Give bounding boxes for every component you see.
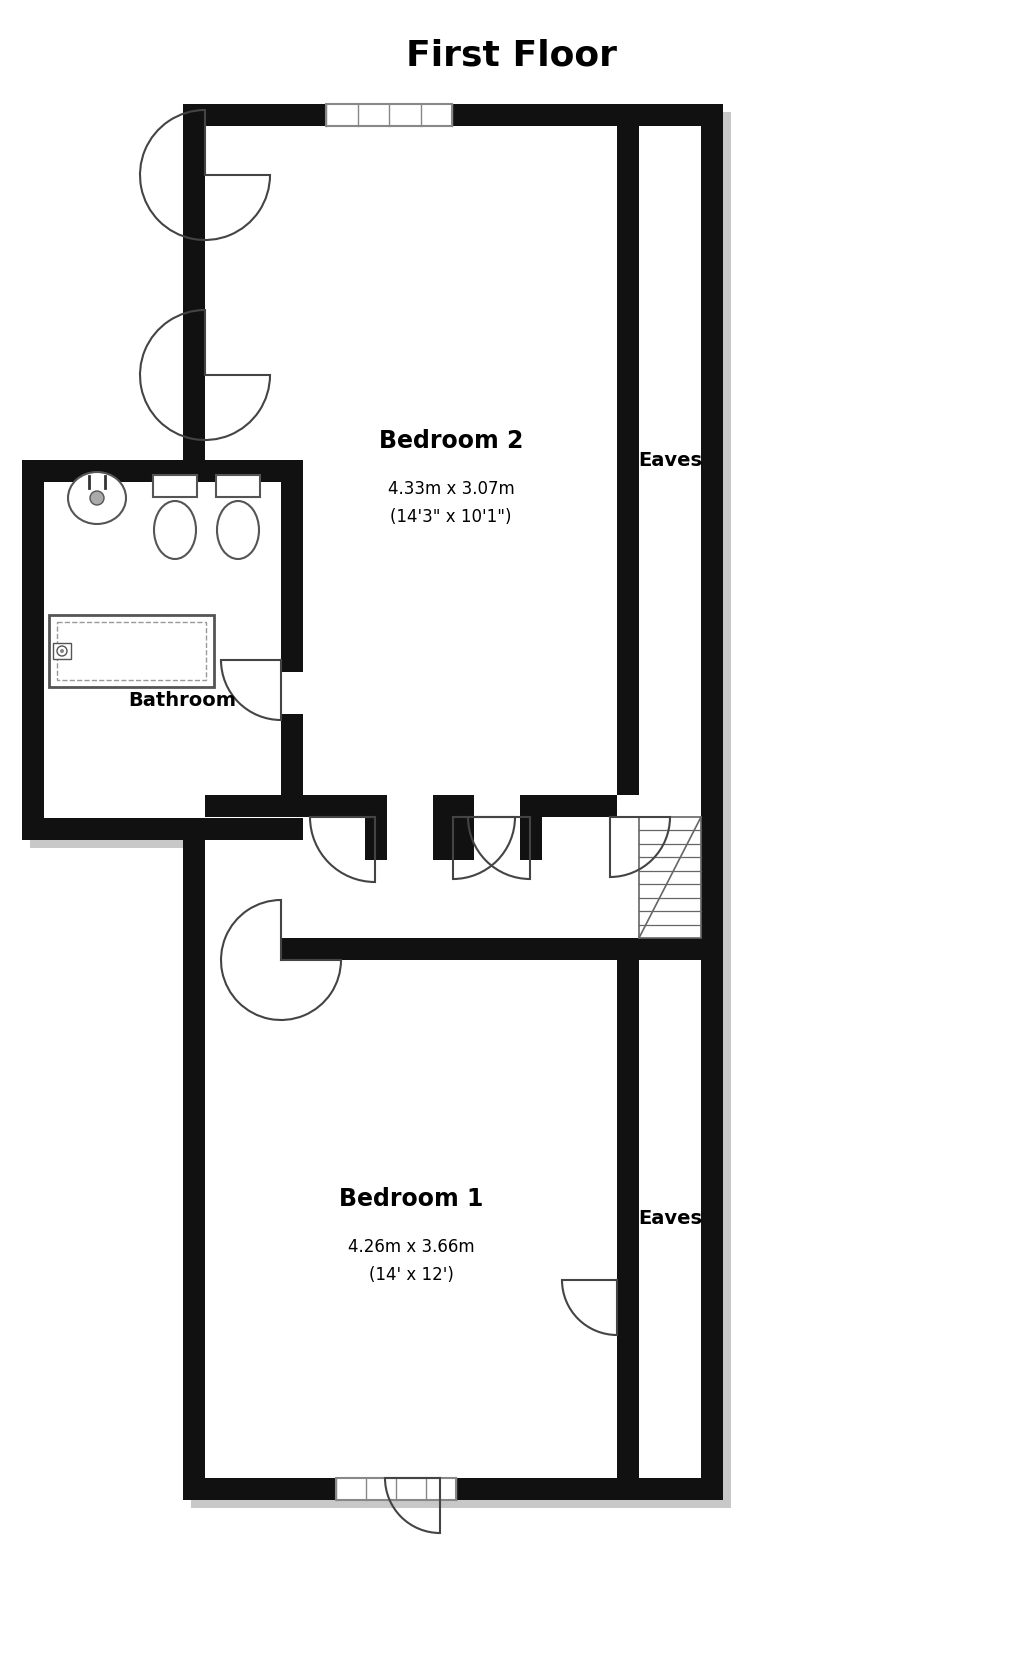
- Bar: [22, 818, 303, 839]
- Bar: [530, 795, 617, 816]
- Bar: [281, 713, 303, 737]
- Text: 4.33m x 3.07m: 4.33m x 3.07m: [388, 479, 514, 498]
- Bar: [617, 105, 639, 795]
- Bar: [30, 468, 311, 848]
- Text: (14'3" x 10'1"): (14'3" x 10'1"): [390, 508, 512, 526]
- Ellipse shape: [217, 501, 259, 559]
- Text: Eaves: Eaves: [638, 451, 702, 469]
- Bar: [336, 1478, 456, 1500]
- Bar: [443, 795, 462, 816]
- Bar: [617, 937, 723, 961]
- Bar: [153, 474, 197, 498]
- Bar: [281, 937, 617, 961]
- Bar: [53, 644, 71, 659]
- Bar: [183, 1478, 723, 1500]
- Bar: [336, 1478, 456, 1500]
- Bar: [701, 105, 723, 1500]
- Bar: [205, 795, 375, 816]
- Text: Eaves: Eaves: [638, 1209, 702, 1229]
- Circle shape: [60, 649, 63, 654]
- Bar: [326, 105, 452, 126]
- Bar: [22, 460, 303, 839]
- Ellipse shape: [154, 501, 196, 559]
- Bar: [49, 615, 214, 687]
- Text: Bathroom: Bathroom: [128, 692, 237, 710]
- Bar: [183, 105, 205, 460]
- Bar: [520, 795, 542, 859]
- Bar: [281, 483, 303, 660]
- Bar: [57, 622, 206, 680]
- Bar: [365, 795, 387, 859]
- Bar: [281, 725, 303, 795]
- Bar: [452, 795, 474, 859]
- Bar: [617, 961, 639, 1500]
- Bar: [216, 474, 260, 498]
- Ellipse shape: [68, 473, 126, 524]
- Text: Bedroom 2: Bedroom 2: [379, 428, 523, 453]
- Bar: [183, 105, 723, 1500]
- Bar: [433, 795, 455, 859]
- Bar: [281, 650, 303, 672]
- Bar: [639, 816, 701, 937]
- Text: First Floor: First Floor: [407, 38, 617, 71]
- Circle shape: [90, 491, 104, 504]
- Text: Bedroom 1: Bedroom 1: [339, 1186, 483, 1211]
- Circle shape: [57, 645, 67, 655]
- Bar: [22, 460, 44, 839]
- Bar: [191, 113, 731, 1508]
- Text: 4.26m x 3.66m: 4.26m x 3.66m: [348, 1238, 474, 1256]
- Bar: [183, 105, 723, 126]
- Bar: [326, 105, 452, 126]
- Bar: [22, 460, 303, 483]
- Bar: [183, 839, 205, 1500]
- Text: (14' x 12'): (14' x 12'): [369, 1266, 454, 1284]
